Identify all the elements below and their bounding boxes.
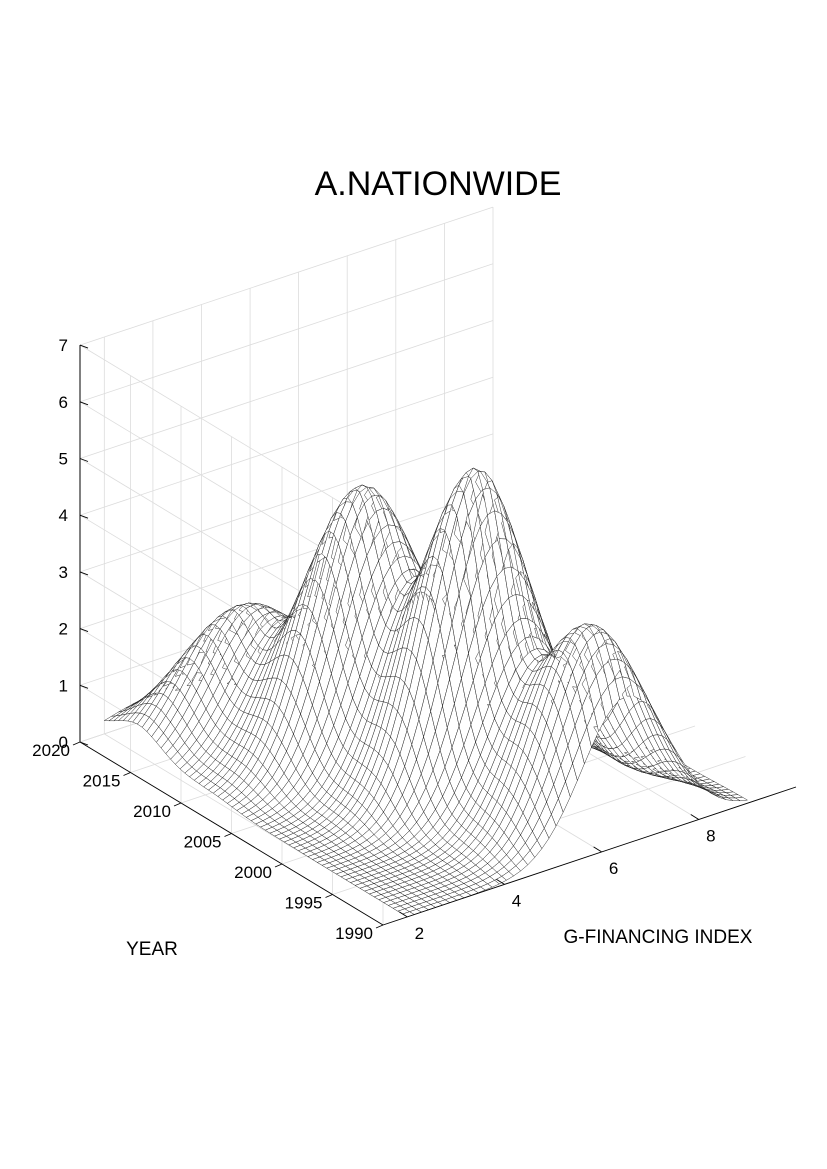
z-tick-label: 4: [59, 506, 68, 525]
y-tick: [123, 772, 131, 776]
y-tick-label: 1995: [285, 894, 323, 913]
tick-labels: 0 1 2 3 4 5 6 7 1990 1995 2000 2005 2010 2015 2020 2 4 6 8: [32, 336, 715, 943]
x-tick-label: 2: [415, 924, 424, 943]
grid-line-z: [79, 490, 494, 629]
grid-line-z: [79, 263, 494, 403]
surface: [104, 467, 748, 918]
z-tick-label: 7: [59, 336, 68, 355]
y-tick-label: 2005: [184, 833, 222, 852]
z-tick: [79, 344, 89, 349]
y-tick-label: 2010: [133, 802, 171, 821]
y-tick: [325, 894, 333, 898]
y-tick-label: 2020: [32, 741, 70, 760]
y-axis-label: YEAR: [126, 939, 178, 960]
y-tick: [224, 833, 232, 837]
y-tick: [274, 863, 283, 868]
z-tick: [79, 458, 89, 462]
x-axis-line: [382, 786, 797, 926]
y-tick: [173, 802, 182, 807]
chart-title: A.NATIONWIDE: [315, 165, 562, 203]
x-tick-label: 6: [609, 859, 618, 878]
grid-line-z: [79, 376, 494, 516]
y-tick-label: 1990: [335, 924, 373, 943]
z-tick: [79, 628, 89, 633]
surface-patch: [735, 797, 748, 802]
z-tick-label: 2: [59, 620, 68, 639]
y-tick: [72, 741, 81, 746]
z-tick-label: 6: [59, 393, 68, 412]
z-tick-label: 0: [59, 733, 68, 752]
axes: [72, 344, 797, 929]
x-tick: [496, 879, 505, 885]
x-tick-label: 4: [512, 891, 521, 910]
x-tick: [593, 846, 602, 853]
z-tick: [79, 684, 89, 689]
z-tick-label: 3: [59, 563, 68, 582]
x-tick: [690, 814, 700, 820]
z-tick-label: 5: [59, 450, 68, 469]
z-tick: [79, 571, 89, 576]
grid-line-z: [79, 206, 494, 346]
y-tick-label: 2000: [234, 863, 272, 882]
grid-line-z: [79, 433, 494, 573]
z-tick: [79, 401, 89, 406]
y-tick: [375, 924, 384, 929]
z-tick: [79, 514, 89, 519]
z-tick: [79, 741, 89, 746]
x-axis-label: G-FINANCING INDEX: [564, 927, 753, 948]
x-tick: [399, 911, 408, 918]
grid-line-z: [79, 320, 494, 459]
y-tick-label: 2015: [83, 772, 121, 791]
z-tick-label: 1: [59, 676, 68, 695]
x-tick-label: 8: [706, 827, 715, 846]
